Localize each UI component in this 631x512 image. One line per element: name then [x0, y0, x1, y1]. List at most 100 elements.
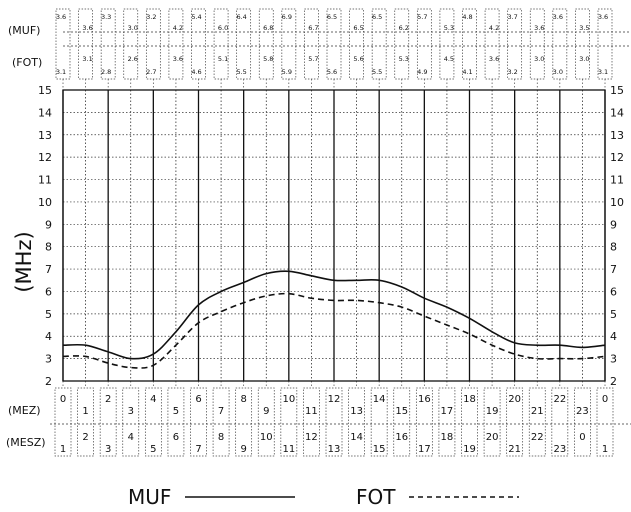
- muf-box-value: 3.7: [507, 13, 517, 21]
- mesz-hour-label: 12: [305, 432, 318, 443]
- y-tick-label-left: 13: [38, 129, 52, 142]
- mesz-hour-label: 11: [282, 444, 295, 455]
- fot-box-value: 4.9: [417, 68, 427, 76]
- fot-box-value: 2.7: [146, 68, 156, 76]
- hour-top-box: 4.2 3.6: [168, 8, 184, 90]
- mez-hour-label: 7: [218, 406, 224, 417]
- hour-top-box: 6.5 5.6: [349, 8, 364, 90]
- mesz-hour-label: 1: [602, 444, 608, 455]
- hour-top-box: 3.6 3.0: [552, 8, 568, 90]
- y-tick-label-left: 10: [38, 196, 52, 209]
- y-tick-label-right: 15: [610, 84, 624, 97]
- y-tick-label-left: 6: [45, 285, 52, 298]
- y-tick-label-left: 8: [45, 241, 52, 254]
- hour-top-box: 3.6 3.1: [55, 8, 71, 90]
- fot-box-value: 5.8: [263, 55, 273, 63]
- hour-bottom-box: 22 23: [551, 381, 569, 457]
- hour-top-box-frame: [529, 8, 545, 80]
- legend-muf-label: MUF: [128, 485, 172, 509]
- mez-hour-label: 0: [60, 394, 66, 405]
- fot-box-value: 3.1: [56, 68, 66, 76]
- mez-hour-label: 5: [173, 406, 179, 417]
- fot-box-value: 5.5: [372, 68, 382, 76]
- muf-box-value: 6.7: [308, 24, 318, 32]
- mesz-hour-label: 15: [373, 444, 386, 455]
- row-label-muf: (MUF): [8, 24, 40, 37]
- fot-box-value: 5.5: [236, 68, 246, 76]
- hour-top-box: 3.6 3.0: [529, 8, 545, 90]
- legend-fot-label: FOT: [356, 485, 396, 509]
- muf-box-value: 4.2: [489, 24, 499, 32]
- hour-top-box: 6.2 5.3: [394, 8, 410, 90]
- hour-bottom-box-frame: [122, 387, 140, 457]
- hour-bottom-box: 89: [235, 381, 253, 457]
- mez-hour-label: 23: [576, 406, 589, 417]
- y-tick-label-left: 12: [38, 151, 52, 164]
- hour-top-box: 3.3 2.8: [100, 8, 116, 90]
- muf-box-value: 6.8: [263, 24, 273, 32]
- y-tick-label-left: 3: [45, 353, 52, 366]
- y-tick-label-left: 4: [45, 330, 52, 343]
- y-tick-label-right: 12: [610, 151, 624, 164]
- mez-hour-label: 0: [602, 394, 608, 405]
- mez-hour-label: 17: [441, 406, 454, 417]
- y-axis-label: (MHz): [12, 231, 36, 292]
- hour-top-box: 3.7 3.2: [507, 8, 523, 90]
- hour-top-box-frame: [484, 8, 500, 80]
- fot-box-value: 2.6: [128, 55, 138, 63]
- row-label-mesz: (MESZ): [6, 436, 46, 449]
- mesz-hour-label: 21: [508, 444, 521, 455]
- mesz-hour-label: 7: [195, 444, 201, 455]
- hour-bottom-box: 13 14: [348, 381, 365, 457]
- series-fot-line: [62, 292, 606, 369]
- hour-bottom-box-frame: [212, 387, 230, 457]
- mesz-hour-label: 19: [463, 444, 476, 455]
- hour-bottom-box: 45: [144, 381, 162, 457]
- y-tick-label-right: 9: [610, 218, 617, 231]
- fot-box-value: 2.8: [101, 68, 111, 76]
- fot-box-value: 3.2: [507, 68, 517, 76]
- mez-hour-label: 1: [82, 406, 88, 417]
- hour-top-box: 4.8 4.1: [462, 8, 477, 90]
- hour-bottom-box: 10 11: [280, 381, 298, 457]
- mez-hour-label: 11: [305, 406, 318, 417]
- row-label-mez: (MEZ): [8, 404, 41, 417]
- hour-bottom-box-frame: [574, 387, 591, 457]
- mesz-hour-label: 1: [60, 444, 66, 455]
- y-tick-label-right: 11: [610, 174, 624, 187]
- fot-box-value: 3.0: [534, 55, 544, 63]
- hour-bottom-box: 78: [212, 381, 230, 457]
- grid: 3.6 3.1 3.6 3.1 3.3 2.8 3.0 2.6 3.2 2.7 4.2 3.6 5.4 4…: [54, 8, 614, 457]
- mesz-hour-label: 2: [82, 432, 88, 443]
- y-tick-label-right: 10: [610, 196, 624, 209]
- hour-top-box: 6.5 5.6: [326, 8, 342, 90]
- mez-hour-label: 15: [395, 406, 408, 417]
- hour-bottom-box-frame: [483, 387, 501, 457]
- hour-bottom-box-frame: [438, 387, 456, 457]
- hour-bottom-box-frame: [303, 387, 320, 457]
- mesz-hour-label: 22: [531, 432, 544, 443]
- hour-bottom-box: 14 15: [370, 381, 388, 457]
- hour-bottom-box: 01: [596, 381, 614, 457]
- series-muf-line: [62, 270, 606, 360]
- muf-box-value: 3.6: [553, 13, 563, 21]
- hour-top-box: 3.6 3.1: [597, 8, 613, 90]
- mez-hour-label: 12: [328, 394, 341, 405]
- hour-bottom-box: 9 10: [257, 381, 275, 457]
- hour-top-box: 6.7 5.7: [304, 8, 319, 90]
- hour-bottom-box-frame: [393, 387, 411, 457]
- mesz-hour-label: 16: [395, 432, 408, 443]
- hour-top-box: 6.9 5.9: [281, 8, 297, 90]
- hour-bottom-box-frame: [528, 387, 546, 457]
- mesz-hour-label: 10: [260, 432, 273, 443]
- hour-top-box: 6.4 5.5: [236, 8, 252, 90]
- muf-box-value: 6.4: [236, 13, 246, 21]
- muf-box-value: 3.6: [598, 13, 608, 21]
- fot-box-value: 5.6: [353, 55, 363, 63]
- hour-top-box: 5.3 4.5: [439, 8, 455, 90]
- fot-box-value: 4.5: [444, 55, 454, 63]
- fot-box-value: 5.1: [218, 55, 228, 63]
